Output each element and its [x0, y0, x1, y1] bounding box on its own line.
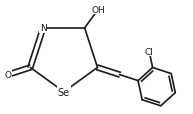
Text: O: O [5, 70, 12, 79]
Text: N: N [40, 24, 47, 33]
Text: Cl: Cl [145, 47, 154, 56]
Text: Se: Se [58, 87, 70, 97]
Text: OH: OH [91, 6, 105, 15]
